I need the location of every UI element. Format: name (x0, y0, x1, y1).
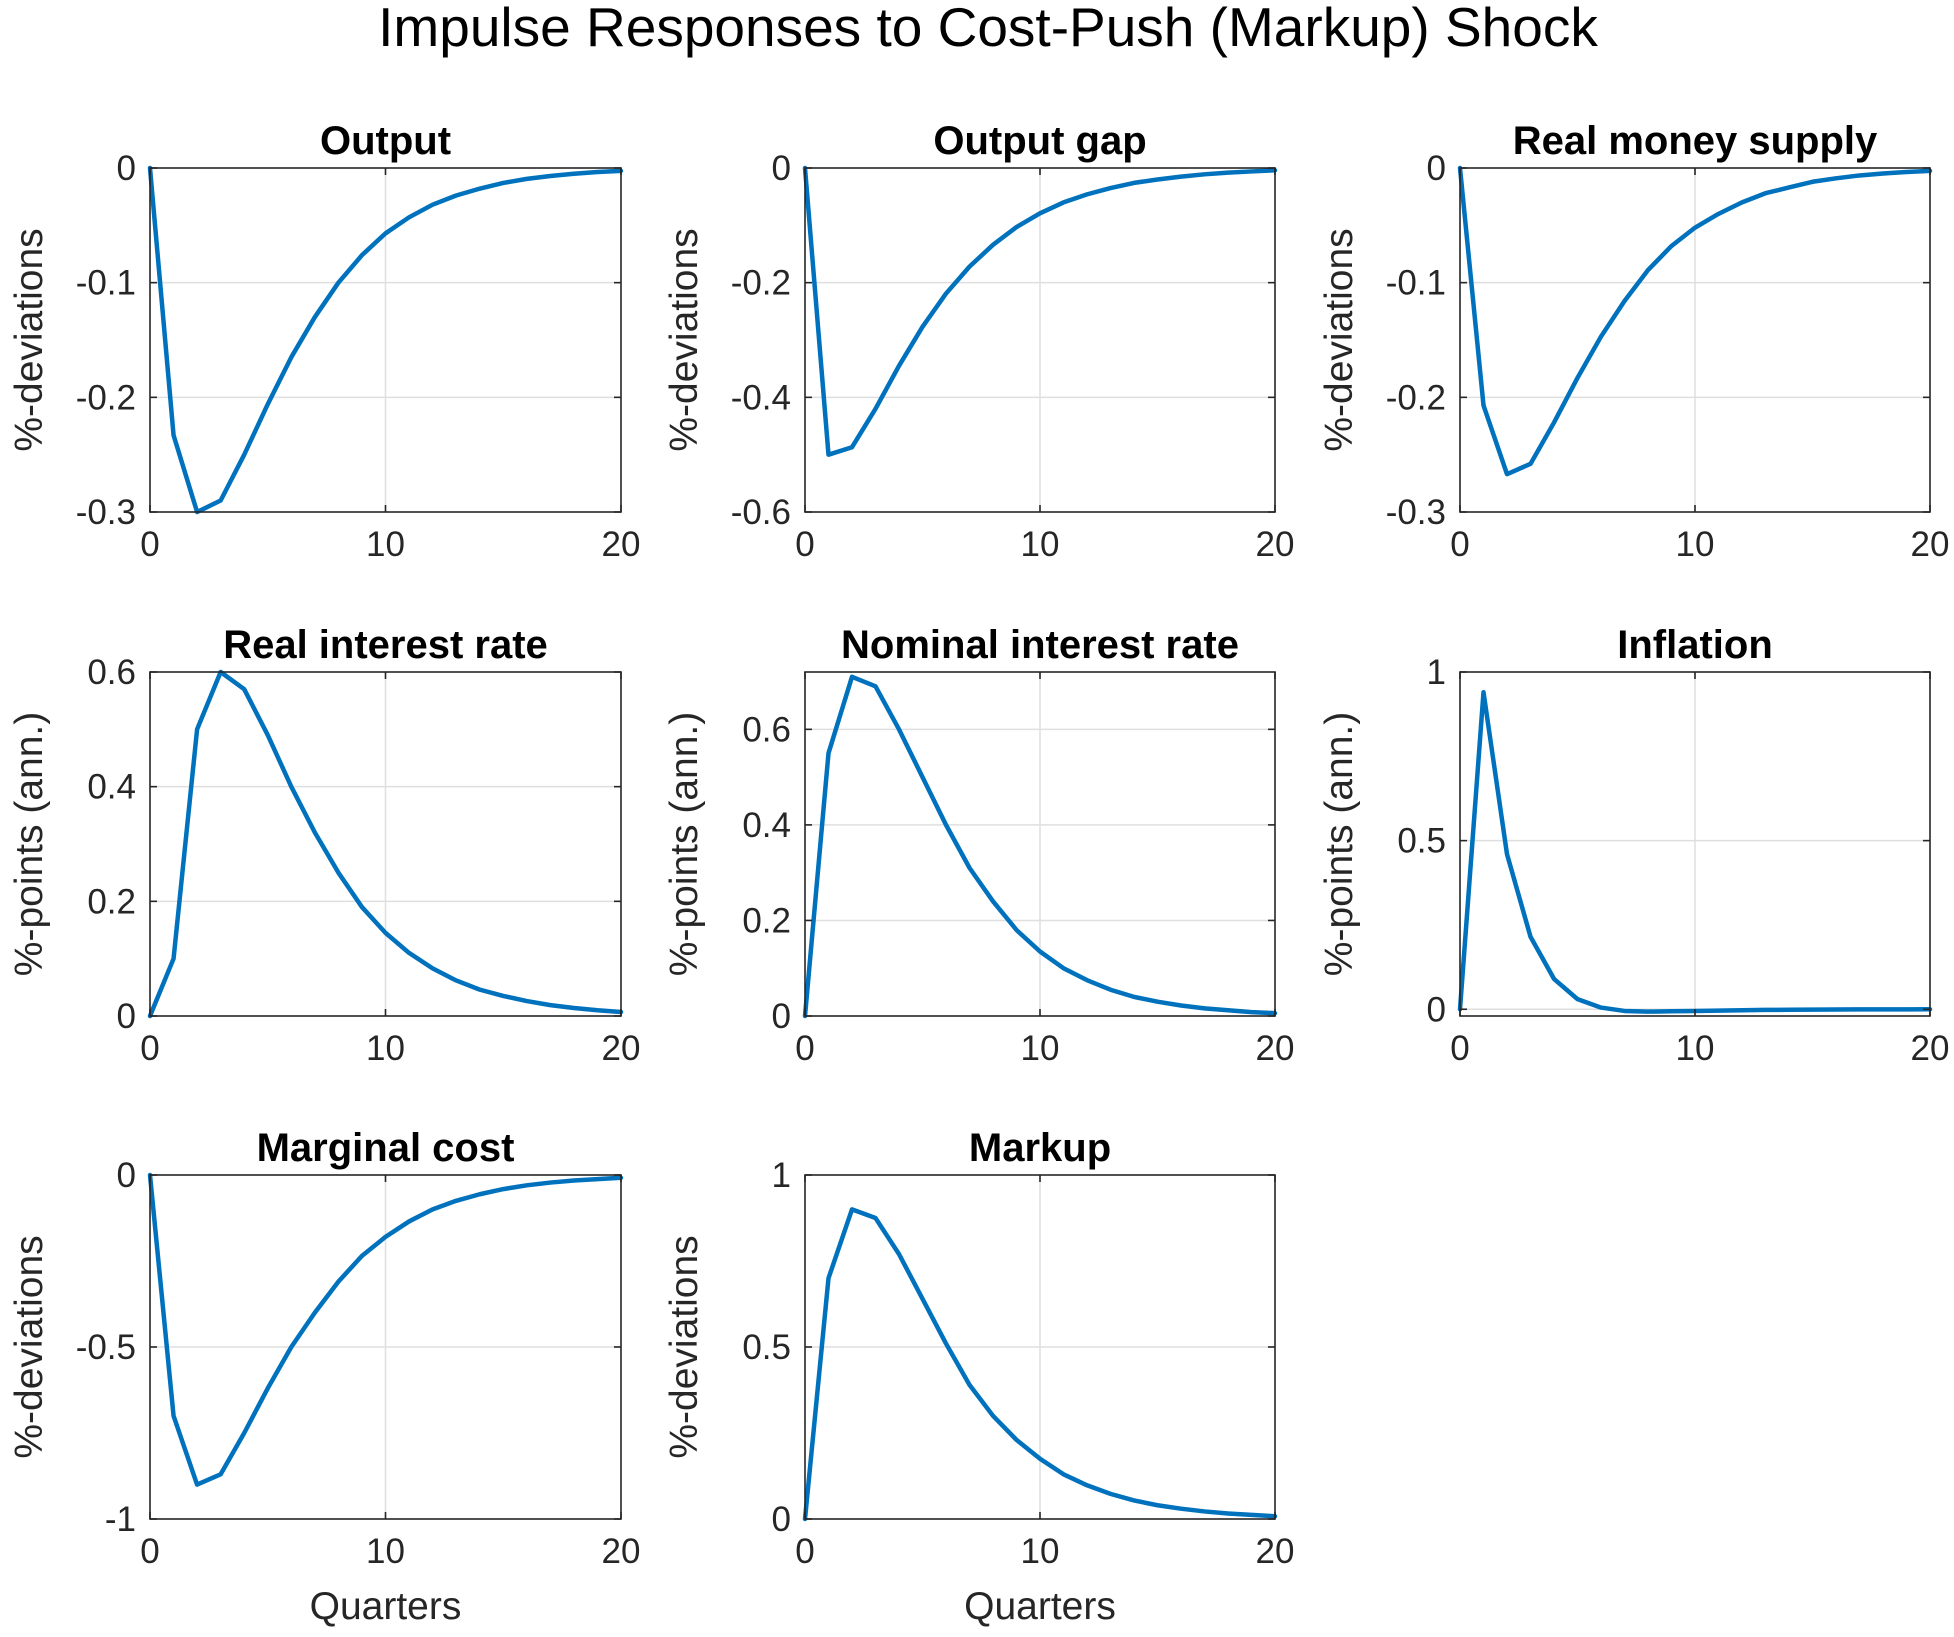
y-tick-label: 0 (772, 1500, 791, 1539)
y-tick-label: 0 (117, 1156, 136, 1195)
subplot-title: Inflation (1617, 623, 1773, 667)
x-tick-label: 0 (795, 1029, 814, 1068)
x-axis-label: Quarters (964, 1585, 1116, 1628)
y-tick-label: -0.3 (76, 493, 136, 532)
series-line-nominal-interest-rate (802, 674, 1278, 1019)
subplot-marginal-cost: 0 10 20 -1 -0.5 0 Marginal cost %-deviations Qua… (8, 1126, 640, 1628)
y-tick-label: 0 (772, 997, 791, 1036)
subplot-nominal-interest-rate: 0 10 20 0 0.2 0.4 0.6 Nominal interest rate %-po… (663, 623, 1294, 1068)
x-tick-label: 20 (602, 1029, 641, 1068)
x-tick-label: 20 (1256, 525, 1295, 564)
x-tick-label: 0 (140, 1532, 159, 1571)
y-axis-label: %-deviations (663, 1235, 706, 1458)
y-tick-label: 0.4 (742, 806, 791, 845)
y-tick-label: -0.1 (1386, 264, 1446, 303)
y-tick-label: 0.6 (742, 710, 791, 749)
y-tick-label: 0 (1427, 149, 1446, 188)
subplot-title: Output gap (933, 119, 1146, 163)
series-line-real-money-supply (1457, 165, 1933, 477)
y-axis-label: %-deviations (663, 228, 706, 451)
y-tick-label: -0.1 (76, 264, 136, 303)
x-tick-label: 0 (795, 1532, 814, 1571)
y-tick-label: 0.2 (742, 901, 791, 940)
subplot-real-interest-rate: 0 10 20 0 0.2 0.4 0.6 Real interest rate %-point… (8, 623, 640, 1068)
y-axis-label: %-points (ann.) (663, 712, 706, 976)
y-tick-label: -0.2 (76, 378, 136, 417)
x-tick-label: 10 (366, 1029, 405, 1068)
y-tick-label: 0.2 (87, 882, 136, 921)
y-tick-label: -0.5 (76, 1328, 136, 1367)
y-tick-label: 0 (117, 997, 136, 1036)
series-line-real-interest-rate (147, 669, 624, 1019)
x-tick-label: 10 (1676, 1029, 1715, 1068)
x-tick-label: 20 (602, 1532, 641, 1571)
figure-title: Impulse Responses to Cost-Push (Markup) … (378, 0, 1598, 58)
x-tick-label: 10 (1021, 525, 1060, 564)
x-tick-label: 10 (1021, 1029, 1060, 1068)
y-tick-label: -0.6 (731, 493, 791, 532)
y-tick-label: -0.2 (731, 264, 791, 303)
subplot-output-gap: 0 10 20 -0.6 -0.4 -0.2 0 Output gap %-deviations (663, 119, 1294, 564)
subplot-title: Marginal cost (257, 1126, 515, 1170)
y-axis-label: %-deviations (8, 1235, 51, 1458)
x-tick-label: 10 (366, 1532, 405, 1571)
x-axis-label: Quarters (310, 1585, 462, 1628)
x-tick-label: 20 (1911, 1029, 1950, 1068)
x-tick-label: 0 (140, 525, 159, 564)
x-tick-label: 0 (795, 525, 814, 564)
x-tick-label: 20 (1911, 525, 1950, 564)
x-tick-label: 20 (1256, 1029, 1295, 1068)
y-tick-label: 0.4 (87, 768, 136, 807)
x-tick-label: 10 (1676, 525, 1715, 564)
series-line-output (147, 165, 624, 515)
x-tick-label: 0 (140, 1029, 159, 1068)
y-tick-label: 0.5 (1397, 822, 1446, 861)
subplot-title: Markup (969, 1126, 1111, 1170)
x-tick-label: 0 (1450, 525, 1469, 564)
subplot-output: 0 10 20 -0.3 -0.2 -0.1 0 Output %-deviations (8, 119, 640, 564)
y-tick-label: -0.4 (731, 378, 791, 417)
x-tick-label: 0 (1450, 1029, 1469, 1068)
y-tick-label: 0 (1427, 990, 1446, 1029)
subplot-inflation: 0 10 20 0 0.5 1 Inflation %-points (ann.) (1318, 623, 1949, 1068)
x-tick-label: 20 (1256, 1532, 1295, 1571)
subplot-real-money-supply: 0 10 20 -0.3 -0.2 -0.1 0 Real money supply %-dev… (1318, 119, 1949, 564)
subplot-title: Real money supply (1513, 119, 1878, 163)
y-axis-label: %-deviations (8, 228, 51, 451)
subplot-markup: 0 10 20 0 0.5 1 Markup %-deviations Quarters (663, 1126, 1294, 1628)
y-tick-label: 0.5 (742, 1328, 791, 1367)
subplot-title: Real interest rate (223, 623, 548, 667)
series-line-output-gap (802, 165, 1278, 457)
y-tick-label: 0 (772, 149, 791, 188)
y-tick-label: -0.2 (1386, 378, 1446, 417)
x-tick-label: 20 (602, 525, 641, 564)
y-tick-label: -0.3 (1386, 493, 1446, 532)
y-tick-label: 0 (117, 149, 136, 188)
series-line-markup (802, 1207, 1278, 1522)
y-axis-label: %-points (ann.) (8, 712, 51, 976)
y-tick-label: -1 (105, 1500, 136, 1539)
x-tick-label: 10 (1021, 1532, 1060, 1571)
series-line-marginal-cost (147, 1172, 624, 1487)
subplot-title: Nominal interest rate (841, 623, 1239, 667)
y-axis-label: %-points (ann.) (1318, 712, 1361, 976)
x-tick-label: 10 (366, 525, 405, 564)
y-tick-label: 1 (772, 1156, 791, 1195)
y-axis-label: %-deviations (1318, 228, 1361, 451)
y-tick-label: 1 (1427, 653, 1446, 692)
subplot-title: Output (320, 119, 451, 163)
y-tick-label: 0.6 (87, 653, 136, 692)
